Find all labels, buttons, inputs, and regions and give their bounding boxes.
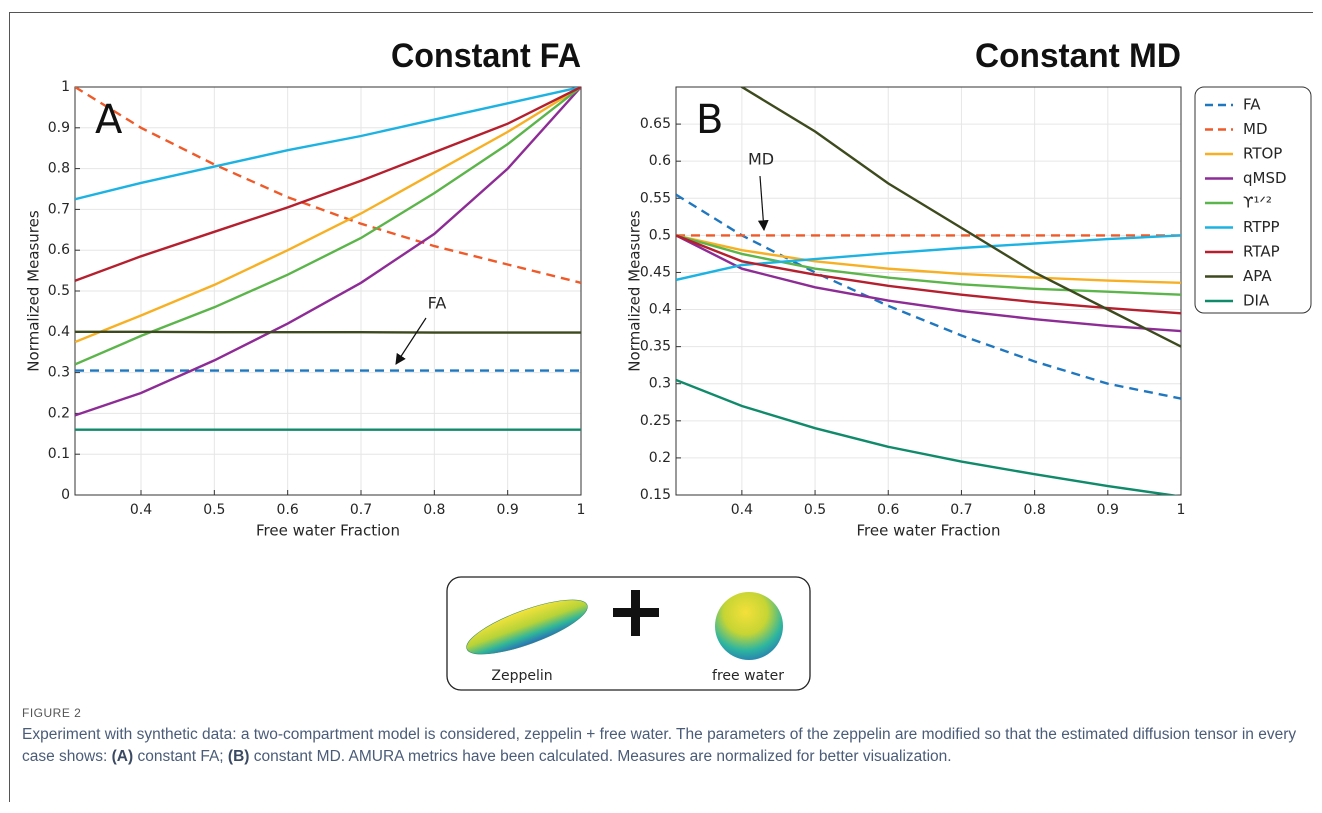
legend-label: qMSD [1243, 169, 1287, 187]
legend-label: ϒ¹ᐟ² [1243, 194, 1272, 212]
data-line [676, 193, 1181, 400]
data-line [676, 234, 1181, 284]
data-line [676, 234, 1181, 296]
y-tick-label: 0.3 [48, 365, 70, 381]
series-group [676, 87, 1181, 495]
chart: Zeppelin free water 0.4 0.5 0.6 0.7 0.8 0.9 1 0… [25, 37, 1312, 691]
plus-sign [631, 590, 640, 636]
y-tick-label: 0.35 [640, 339, 671, 355]
x-tick-label: 0.7 [950, 502, 972, 518]
data-line [75, 87, 581, 417]
data-line [75, 87, 581, 284]
legend-label: FA [1243, 96, 1261, 114]
y-tick-label: 0.7 [48, 201, 70, 217]
legend-label: DIA [1243, 292, 1270, 310]
axes-box [675, 86, 1182, 496]
legend-label: APA [1243, 267, 1272, 285]
y-tick-label: 0.3 [649, 376, 671, 392]
annotation: FA [428, 294, 447, 313]
panel-label: A [95, 97, 123, 143]
figure-label: FIGURE 2 [22, 706, 82, 720]
data-line [75, 87, 581, 282]
x-tick-label: 0.9 [497, 502, 519, 518]
y-tick-label: 0.5 [649, 227, 671, 243]
y-tick-label: 0.15 [640, 487, 671, 503]
caption-run: (A) [111, 748, 134, 765]
y-tick-label: 0.2 [48, 405, 70, 421]
annotation-arrow [757, 175, 769, 232]
caption: Experiment with synthetic data: a two-co… [22, 724, 1297, 768]
x-tick-label: 0.6 [877, 502, 899, 518]
data-line [676, 378, 1179, 495]
legend-box [1194, 86, 1312, 314]
x-tick-label: 0.8 [1023, 502, 1045, 518]
y-tick-label: 0.45 [640, 264, 671, 280]
series-group [75, 87, 581, 431]
legend-label: MD [1243, 120, 1268, 138]
x-axis-label: Free water Fraction [857, 522, 1001, 540]
x-tick-label: 1 [577, 502, 586, 518]
y-tick-label: 0.4 [649, 302, 671, 318]
axes-box [74, 86, 582, 496]
annotation: MD [748, 150, 774, 169]
y-tick-label: 0 [61, 487, 70, 503]
data-line [676, 234, 1181, 315]
frame [9, 12, 10, 802]
x-tick-label: 0.5 [804, 502, 826, 518]
annotation-arrow [395, 317, 427, 365]
legend-label: RTAP [1243, 243, 1280, 261]
y-tick-label: 0.4 [48, 324, 70, 340]
x-tick-label: 0.6 [277, 502, 299, 518]
data-line [676, 234, 1181, 333]
y-tick-label: 0.5 [48, 283, 70, 299]
data-line [75, 330, 581, 334]
y-tick-label: 0.1 [48, 446, 70, 462]
panel-label: B [696, 97, 723, 143]
frame [9, 12, 1313, 13]
x-tick-label: 0.7 [350, 502, 372, 518]
y-tick-label: 0.65 [640, 116, 671, 132]
sphere-shape [715, 592, 783, 660]
caption-run: (B) [227, 748, 250, 765]
y-tick-label: 0.6 [48, 242, 70, 258]
y-tick-label: 0.2 [649, 450, 671, 466]
x-tick-label: 1 [1177, 502, 1186, 518]
x-axis-label: Free water Fraction [256, 522, 400, 540]
x-tick-label: 0.4 [731, 502, 753, 518]
inset-box [446, 576, 811, 691]
inset-label: free water [712, 668, 784, 684]
x-tick-label: 0.8 [423, 502, 445, 518]
y-tick-label: 1 [61, 79, 70, 95]
x-tick-label: 0.5 [203, 502, 225, 518]
data-line [75, 87, 581, 201]
chart-title: Constant FA [391, 37, 581, 75]
legend-label: RTOP [1243, 145, 1282, 163]
y-tick-label: 0.25 [640, 413, 671, 429]
zeppelin-shape [466, 599, 588, 655]
y-tick-label: 0.8 [48, 161, 70, 177]
inset-label: Zeppelin [491, 668, 552, 684]
y-axis-label: Normalized Measures [626, 210, 644, 372]
y-tick-label: 0.55 [640, 190, 671, 206]
chart-title: Constant MD [975, 37, 1181, 75]
caption-run: constant FA; [133, 748, 228, 765]
legend-label: RTPP [1243, 218, 1280, 236]
data-line [739, 87, 1181, 348]
y-tick-label: 0.6 [649, 153, 671, 169]
x-tick-label: 0.4 [130, 502, 152, 518]
caption-run: constant MD. AMURA metrics have been cal… [249, 748, 952, 765]
x-tick-label: 0.9 [1097, 502, 1119, 518]
y-axis-label: Normalized Measures [25, 210, 43, 372]
data-line [75, 87, 581, 344]
caption-run: Experiment with synthetic data: a two-co… [22, 726, 1297, 765]
y-tick-label: 0.9 [48, 120, 70, 136]
